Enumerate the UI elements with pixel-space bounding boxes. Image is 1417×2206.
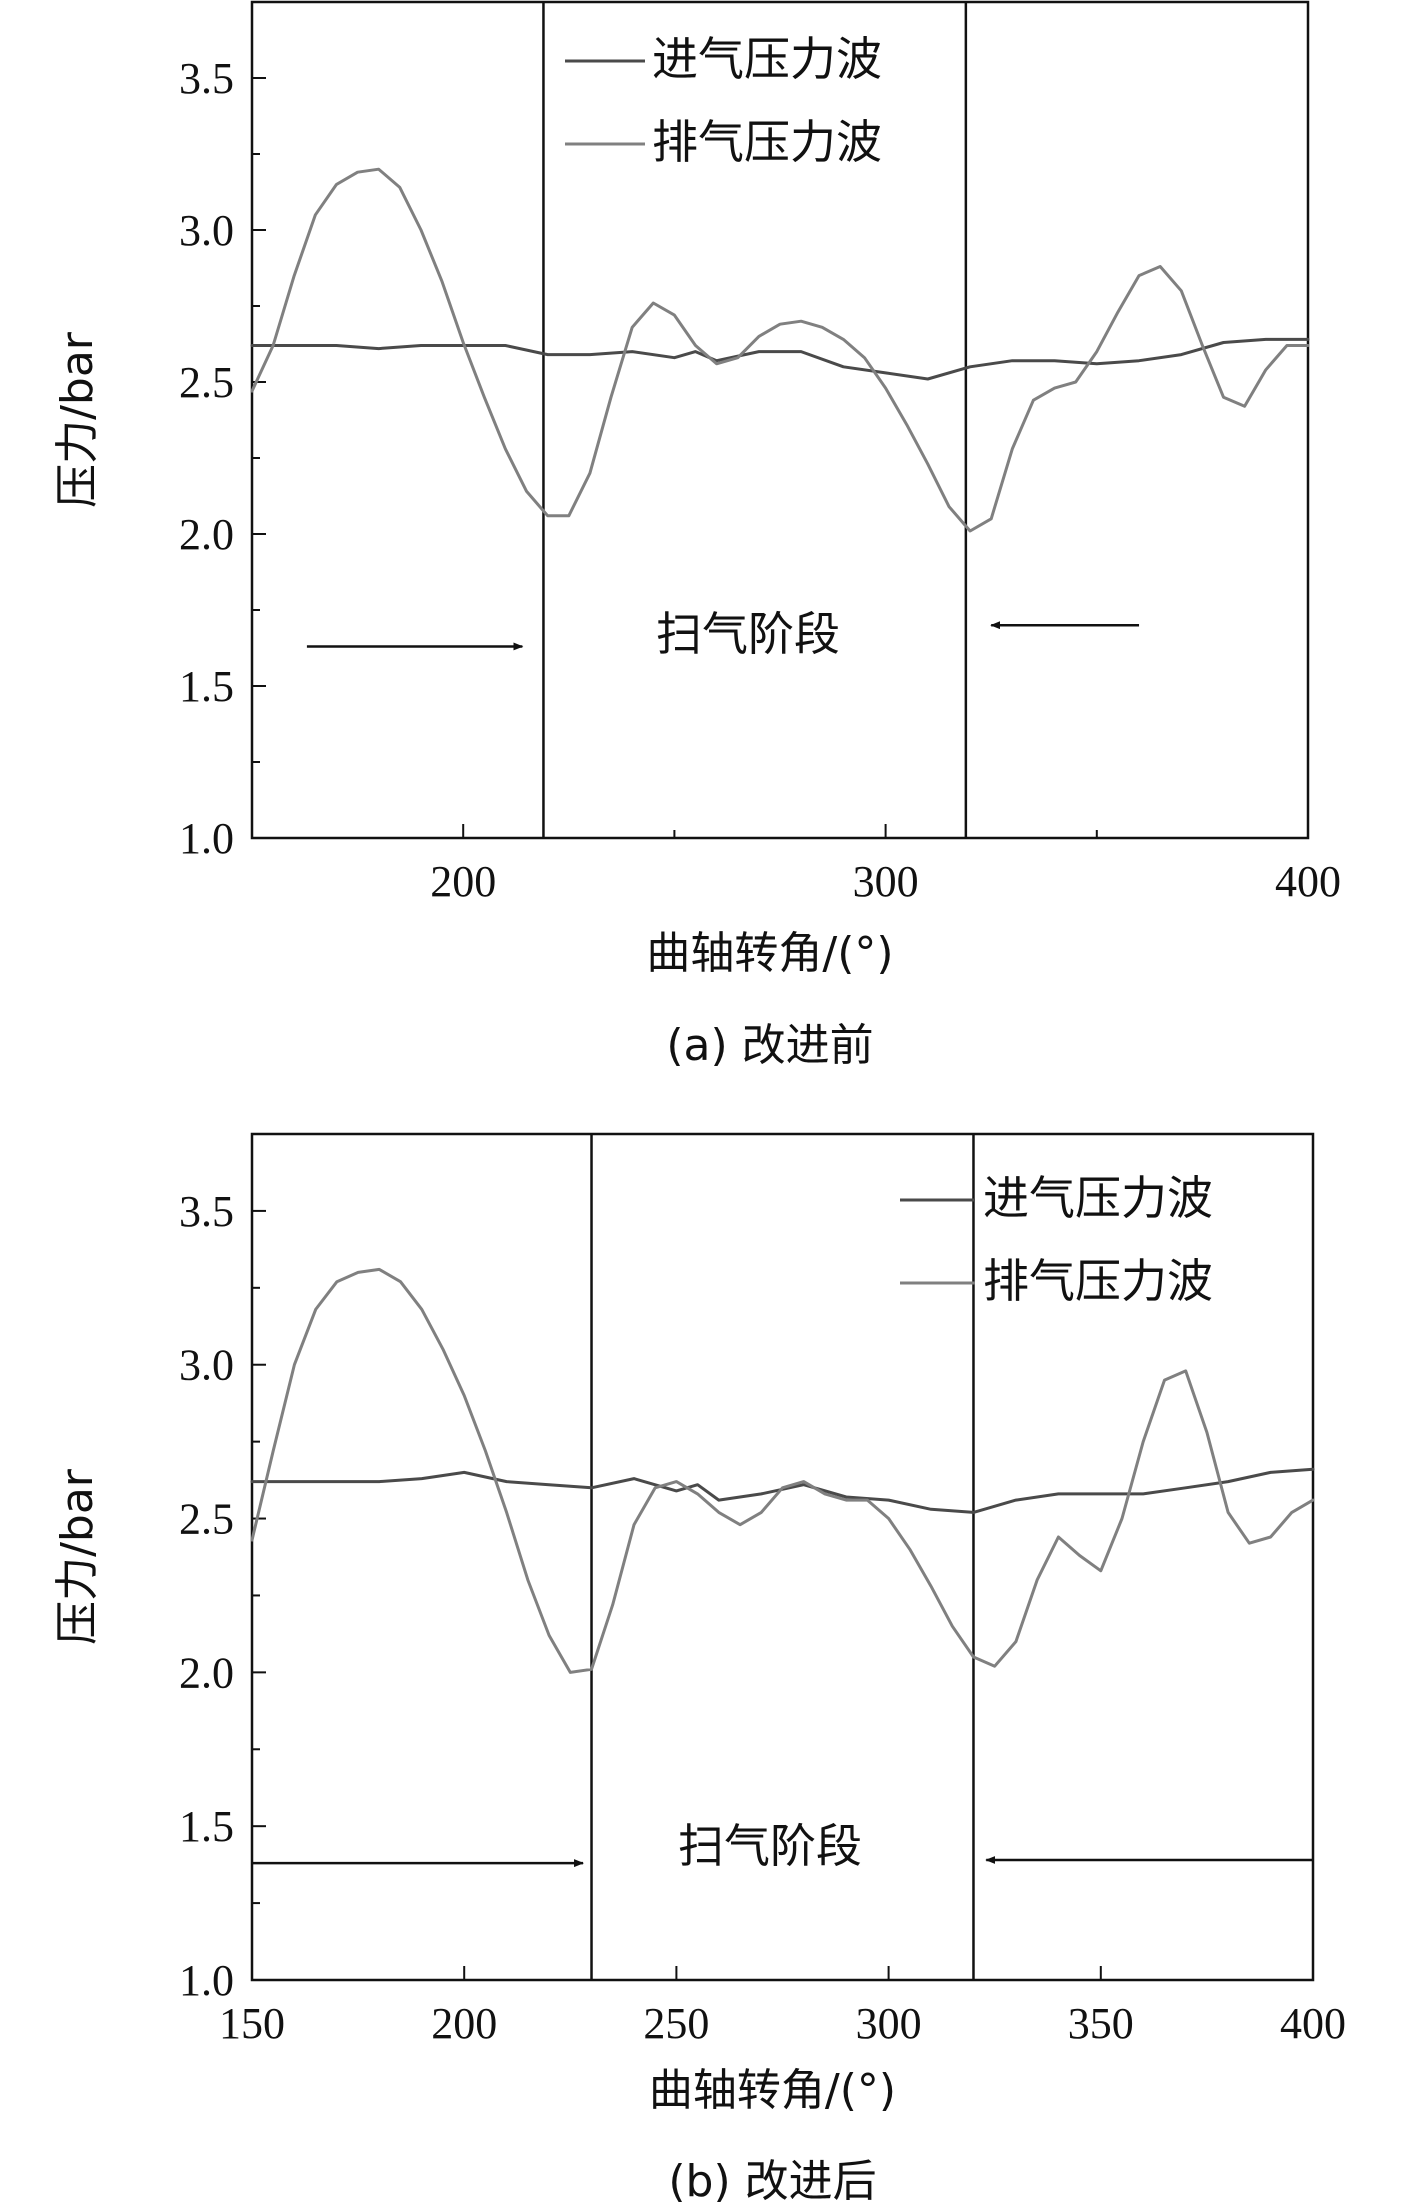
y-tick-label: 1.0 — [179, 1956, 234, 2005]
x-tick-label: 400 — [1275, 857, 1341, 906]
y-tick-label: 3.0 — [179, 206, 234, 255]
series-line-intake — [250, 337, 1310, 381]
x-tick-label: 350 — [1068, 1999, 1134, 2048]
y-tick-label: 2.0 — [179, 510, 234, 559]
y-tick-label: 2.5 — [179, 358, 234, 407]
y-tick-label: 3.0 — [179, 1341, 234, 1390]
series-line-exhaust — [250, 167, 1310, 533]
plot-frame — [250, 1132, 1315, 1982]
legend-label: 排气压力波 — [652, 115, 882, 169]
chart-panel-b: 1.0 1.5 2.0 2.5 3.0 3.5 150 200 250 300 350 400 压力/b… — [52, 1132, 1346, 2206]
x-tick-label: 250 — [643, 1999, 709, 2048]
y-axis-label: 压力/bar — [52, 1468, 103, 1645]
y-tick-label: 2.5 — [179, 1495, 234, 1544]
x-axis-label: 曲轴转角/(°) — [649, 2065, 896, 2116]
x-tick-label: 150 — [219, 1999, 285, 2048]
legend-label: 进气压力波 — [983, 1171, 1213, 1225]
chart-panel-a: 1.0 1.5 2.0 2.5 3.0 3.5 200 300 400 压力/bar 曲轴转角/(°… — [52, 0, 1341, 1071]
region-label: 扫气阶段 — [656, 607, 840, 661]
y-tick-label: 1.5 — [179, 662, 234, 711]
series-line-exhaust — [250, 1267, 1315, 1674]
series-line-intake — [250, 1467, 1315, 1514]
x-tick-label: 200 — [430, 857, 496, 906]
y-tick-label: 2.0 — [179, 1648, 234, 1697]
y-axis-label: 压力/bar — [52, 331, 103, 508]
plot-frame — [250, 0, 1310, 840]
legend-label: 进气压力波 — [652, 32, 882, 86]
x-tick-label: 300 — [853, 857, 919, 906]
region-label: 扫气阶段 — [678, 1819, 862, 1873]
chart-caption: (b) 改进后 — [668, 2156, 876, 2206]
x-axis-label: 曲轴转角/(°) — [646, 928, 893, 979]
chart-caption: (a) 改进前 — [666, 1020, 873, 1071]
y-tick-label: 3.5 — [179, 54, 234, 103]
y-tick-label: 1.0 — [179, 814, 234, 863]
legend-label: 排气压力波 — [983, 1254, 1213, 1308]
y-tick-label: 3.5 — [179, 1187, 234, 1236]
x-tick-label: 200 — [431, 1999, 497, 2048]
x-tick-label: 400 — [1280, 1999, 1346, 2048]
y-tick-label: 1.5 — [179, 1802, 234, 1851]
x-tick-label: 300 — [856, 1999, 922, 2048]
